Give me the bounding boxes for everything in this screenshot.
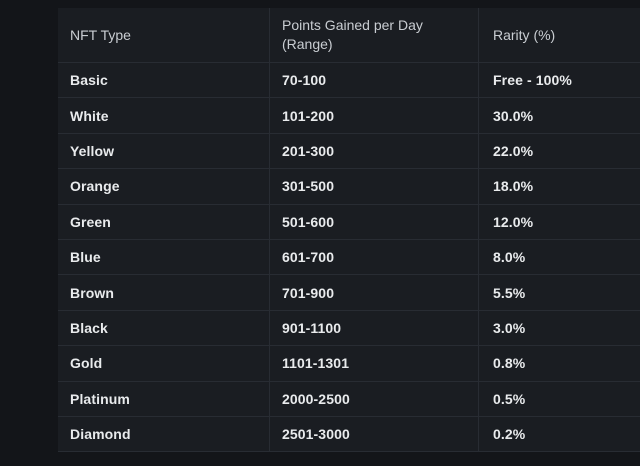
rarity-cell: 0.2% xyxy=(493,426,526,443)
column-header-rarity: Rarity (%) xyxy=(493,27,556,43)
table-row-platinum: Platinum 2000-2500 0.5% xyxy=(58,382,640,417)
nft-rarity-table: NFT Type Points Gained per Day (Range) R… xyxy=(58,8,640,453)
points-cell: 2000-2500 xyxy=(282,390,350,407)
table-row-white: White 101-200 30.0% xyxy=(58,98,640,134)
table-row-brown: Brown 701-900 5.5% xyxy=(58,275,640,311)
nft-type-cell: Orange xyxy=(70,178,120,195)
nft-type-cell: Diamond xyxy=(70,426,131,443)
rarity-cell: 8.0% xyxy=(493,249,526,266)
points-cell: 701-900 xyxy=(282,284,335,301)
points-cell: 201-300 xyxy=(282,142,335,159)
points-cell: 70-100 xyxy=(282,72,327,89)
rarity-cell: 0.5% xyxy=(493,390,526,407)
table-row-green: Green 501-600 12.0% xyxy=(58,205,640,240)
nft-type-cell: Gold xyxy=(70,355,103,372)
nft-type-cell: Black xyxy=(70,319,108,336)
nft-type-cell: Platinum xyxy=(70,390,130,407)
column-header-nft-type: NFT Type xyxy=(70,27,131,43)
column-divider-2 xyxy=(478,8,479,453)
points-cell: 101-200 xyxy=(282,107,335,124)
table-row-yellow: Yellow 201-300 22.0% xyxy=(58,134,640,170)
column-header-points-line2: (Range) xyxy=(282,36,333,52)
points-cell: 501-600 xyxy=(282,213,335,230)
nft-type-cell: Green xyxy=(70,213,111,230)
nft-type-cell: Blue xyxy=(70,249,101,266)
points-cell: 601-700 xyxy=(282,249,335,266)
column-header-points: Points Gained per Day (Range) xyxy=(269,16,478,54)
points-cell: 901-1100 xyxy=(282,319,342,336)
rarity-cell: Free - 100% xyxy=(493,72,572,89)
nft-type-cell: White xyxy=(70,107,109,124)
points-cell: 2501-3000 xyxy=(282,426,350,443)
nft-type-cell: Yellow xyxy=(70,142,115,159)
table-header-row: NFT Type Points Gained per Day (Range) R… xyxy=(58,8,640,63)
table-row-black: Black 901-1100 3.0% xyxy=(58,311,640,347)
table-row-orange: Orange 301-500 18.0% xyxy=(58,169,640,205)
points-cell: 301-500 xyxy=(282,178,335,195)
rarity-cell: 12.0% xyxy=(493,213,534,230)
table-row-blue: Blue 601-700 8.0% xyxy=(58,240,640,276)
nft-type-cell: Brown xyxy=(70,284,115,301)
rarity-cell: 5.5% xyxy=(493,284,526,301)
table-row-diamond: Diamond 2501-3000 0.2% xyxy=(58,417,640,453)
rarity-cell: 22.0% xyxy=(493,142,534,159)
rarity-cell: 3.0% xyxy=(493,319,526,336)
rarity-cell: 18.0% xyxy=(493,178,534,195)
rarity-cell: 30.0% xyxy=(493,107,534,124)
points-cell: 1101-1301 xyxy=(282,355,350,372)
table-row-basic: Basic 70-100 Free - 100% xyxy=(58,63,640,99)
rarity-cell: 0.8% xyxy=(493,355,526,372)
column-header-points-line1: Points Gained per Day xyxy=(282,17,423,33)
column-divider-1 xyxy=(269,8,270,453)
table-row-gold: Gold 1101-1301 0.8% xyxy=(58,346,640,382)
nft-type-cell: Basic xyxy=(70,72,108,89)
